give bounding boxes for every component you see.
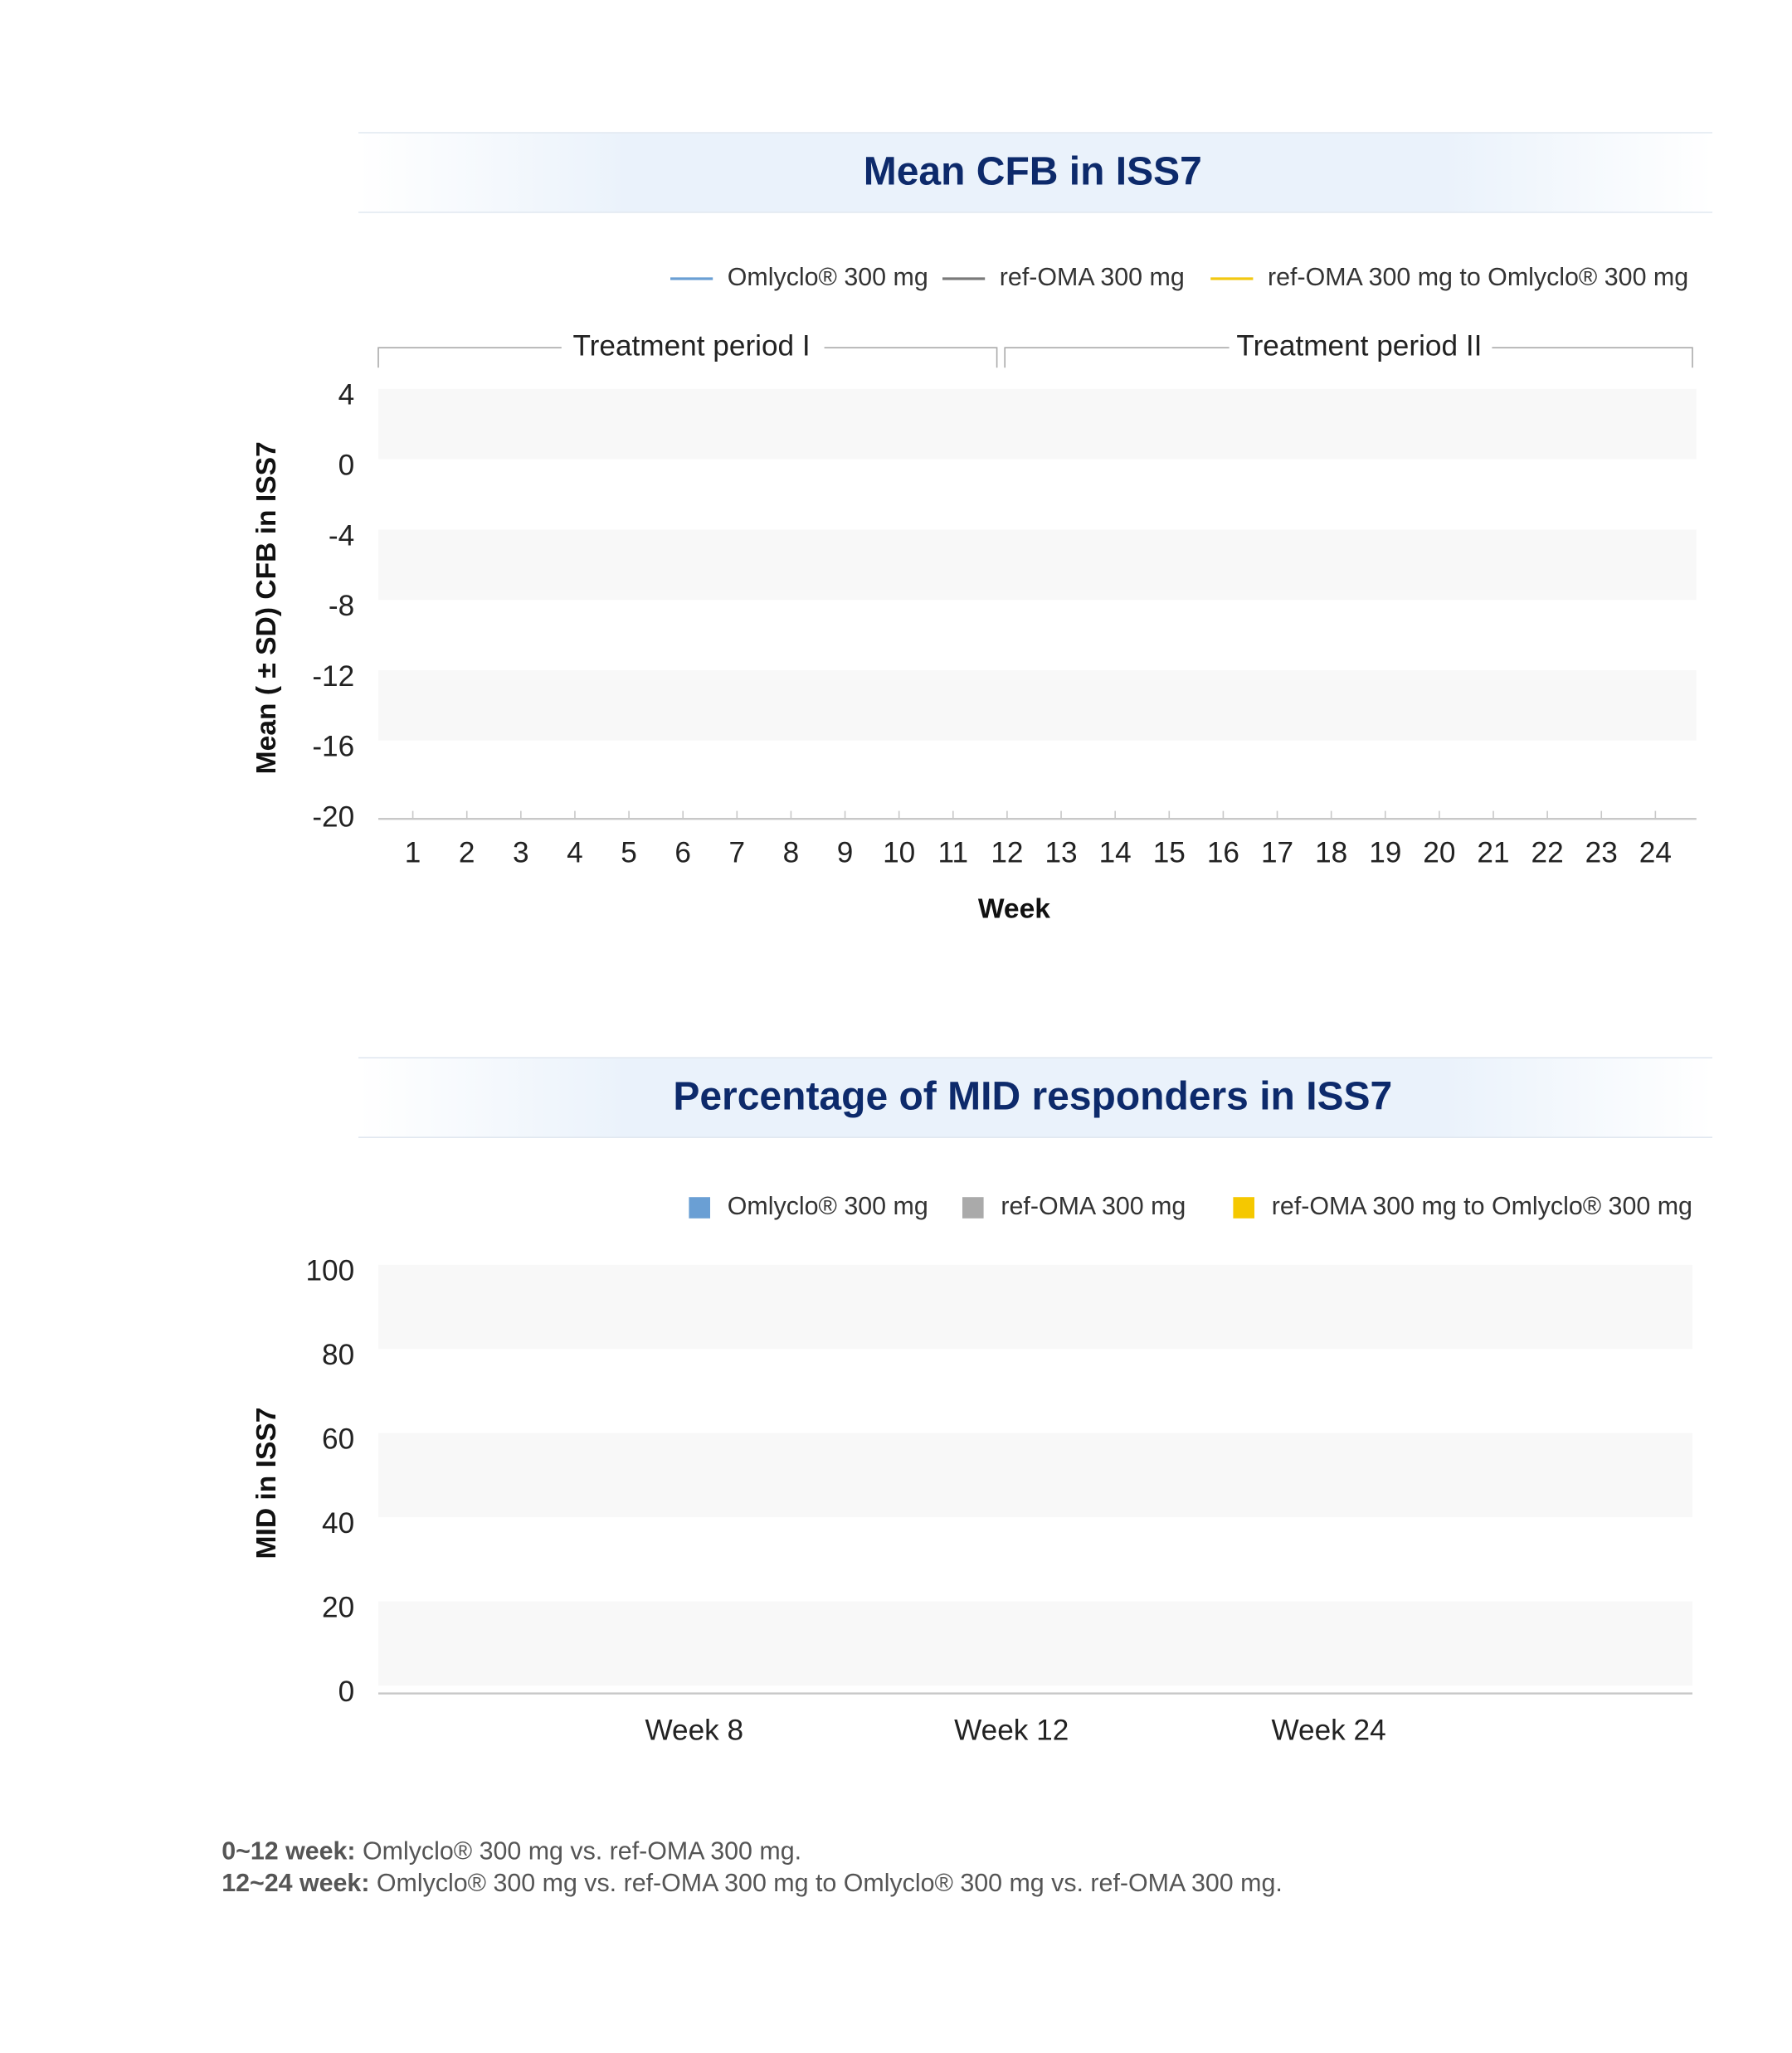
x-tick-label: 13: [1045, 837, 1077, 869]
grid-band: [378, 529, 1697, 601]
title-band: [358, 1058, 1712, 1138]
grid-band: [378, 670, 1697, 741]
legend-swatch: [689, 1197, 710, 1219]
x-axis-label: Week: [978, 893, 1050, 924]
footnote-text: Omlyclo® 300 mg vs. ref-OMA 300 mg to Om…: [369, 1869, 1282, 1897]
grid-band: [378, 1433, 1692, 1518]
x-tick-label: 3: [513, 837, 529, 869]
footnote: 12~24 week: Omlyclo® 300 mg vs. ref-OMA …: [222, 1869, 1283, 1897]
period-bracket: [1004, 347, 1693, 368]
y-tick-label: 80: [322, 1339, 354, 1371]
x-tick-label: Week 12: [954, 1714, 1069, 1746]
legend-label: ref-OMA 300 mg: [1000, 263, 1185, 291]
x-tick-label: 18: [1315, 837, 1347, 869]
chart-title: Percentage of MID responders in ISS7: [673, 1074, 1392, 1118]
y-tick-label: 20: [322, 1591, 354, 1623]
y-tick-label: 60: [322, 1423, 354, 1456]
x-tick-label: Week 8: [645, 1714, 743, 1746]
title-band: [358, 133, 1712, 212]
y-tick-label: -12: [312, 660, 354, 693]
legend-label: ref-OMA 300 mg to Omlyclo® 300 mg: [1272, 1192, 1692, 1220]
y-tick-label: 4: [338, 379, 355, 411]
footnote-text: Omlyclo® 300 mg vs. ref-OMA 300 mg.: [356, 1837, 802, 1866]
footnote-label: 12~24 week:: [222, 1869, 369, 1897]
x-tick-label: 20: [1423, 837, 1455, 869]
x-tick-label: 4: [567, 837, 583, 869]
x-tick-label: 9: [837, 837, 854, 869]
y-tick-label: 100: [305, 1255, 354, 1287]
x-tick-label: 12: [991, 837, 1023, 869]
y-tick-label: -4: [329, 519, 354, 552]
x-tick-label: 5: [621, 837, 637, 869]
legend-swatch: [962, 1197, 984, 1219]
x-tick-label: 17: [1261, 837, 1293, 869]
x-tick-label: 14: [1099, 837, 1132, 869]
x-tick-label: 23: [1585, 837, 1618, 869]
footnote: 0~12 week: Omlyclo® 300 mg vs. ref-OMA 3…: [222, 1837, 801, 1866]
x-tick-label: 11: [938, 837, 969, 869]
chart-title: Mean CFB in ISS7: [864, 149, 1202, 193]
y-tick-label: -20: [312, 800, 354, 833]
legend-label: ref-OMA 300 mg to Omlyclo® 300 mg: [1268, 263, 1688, 291]
grid-band: [378, 1601, 1692, 1686]
x-tick-label: 10: [883, 837, 915, 869]
x-tick-label: 8: [783, 837, 800, 869]
x-tick-label: 22: [1531, 837, 1564, 869]
period-label: Treatment period I: [572, 329, 810, 362]
y-tick-label: -16: [312, 731, 354, 763]
y-tick-label: 40: [322, 1507, 354, 1540]
legend-label: ref-OMA 300 mg: [1001, 1192, 1186, 1220]
x-tick-label: 16: [1207, 837, 1239, 869]
y-tick-label: 0: [338, 449, 355, 481]
y-axis-label: MID in ISS7: [251, 1408, 282, 1559]
legend-label: Omlyclo® 300 mg: [728, 263, 928, 291]
y-tick-label: -8: [329, 590, 354, 622]
x-tick-label: 2: [459, 837, 475, 869]
footnote-label: 0~12 week:: [222, 1837, 355, 1866]
x-tick-label: 19: [1369, 837, 1401, 869]
period-label: Treatment period II: [1236, 329, 1482, 362]
grid-band: [378, 388, 1697, 460]
y-tick-label: 0: [338, 1676, 355, 1708]
x-tick-label: 1: [405, 837, 421, 869]
grid-band: [378, 1264, 1692, 1350]
legend-swatch: [1233, 1197, 1254, 1219]
x-tick-label: Week 24: [1271, 1714, 1385, 1746]
period-bracket: [377, 347, 998, 368]
x-tick-label: 21: [1477, 837, 1509, 869]
legend-label: Omlyclo® 300 mg: [728, 1192, 928, 1220]
x-tick-label: 7: [729, 837, 746, 869]
x-tick-label: 15: [1153, 837, 1186, 869]
y-axis-label: Mean ( ± SD) CFB in ISS7: [251, 441, 282, 774]
x-tick-label: 24: [1639, 837, 1672, 869]
x-tick-label: 6: [674, 837, 691, 869]
